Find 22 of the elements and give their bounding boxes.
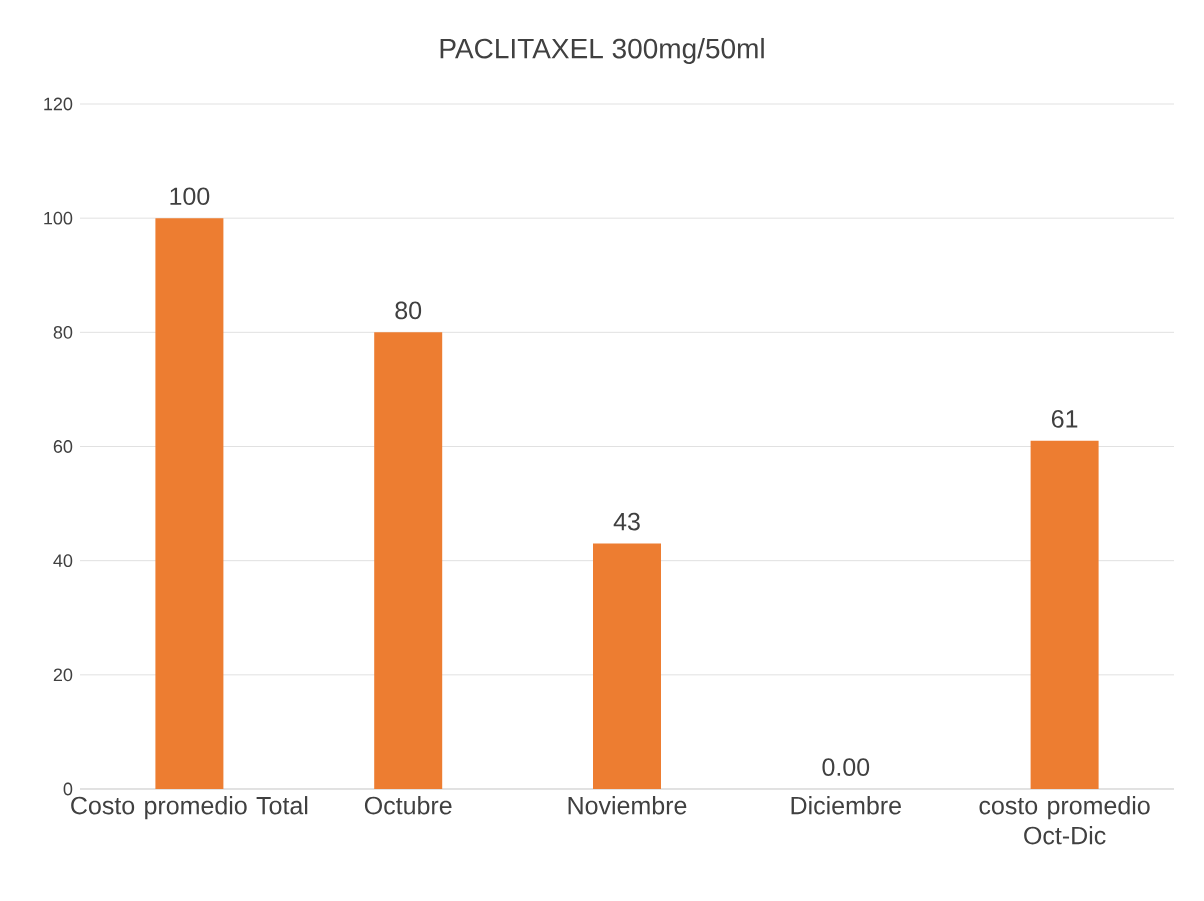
y-tick-label: 80 bbox=[53, 325, 73, 339]
y-tick-label: 40 bbox=[53, 554, 73, 568]
y-tick-label: 60 bbox=[53, 440, 73, 453]
y-tick-label: 100 bbox=[44, 211, 73, 225]
bar bbox=[374, 332, 443, 789]
x-tick-label: costo promedio Oct-Dic bbox=[979, 796, 1150, 845]
y-tick-label: 120 bbox=[44, 97, 73, 111]
chart-title: PACLITAXEL 300mg/50ml bbox=[440, 37, 764, 65]
x-tick-label: Noviembre bbox=[568, 796, 687, 815]
y-tick-label: 20 bbox=[53, 668, 73, 682]
data-label: 100 bbox=[170, 187, 210, 206]
data-label: 43 bbox=[613, 512, 640, 531]
data-label: 80 bbox=[395, 301, 422, 320]
x-tick-label: Costo promedio Total bbox=[71, 796, 308, 820]
x-tick-label: Octubre bbox=[364, 796, 452, 815]
x-tick-label: Diciembre bbox=[791, 796, 901, 815]
bar bbox=[1030, 440, 1099, 789]
bar bbox=[593, 543, 661, 789]
data-label: 61 bbox=[1051, 410, 1078, 428]
y-tick-label: 0 bbox=[63, 782, 73, 796]
data-label: 0.00 bbox=[822, 758, 870, 776]
bar bbox=[155, 218, 224, 789]
